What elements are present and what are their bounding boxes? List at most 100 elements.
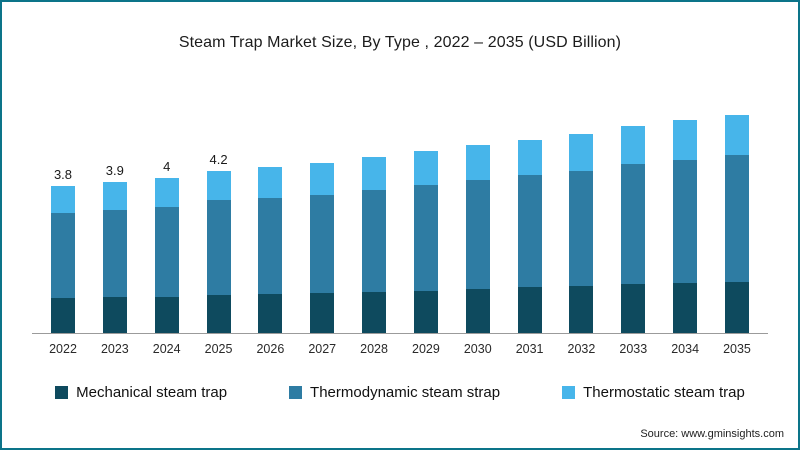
bar-group — [608, 107, 658, 333]
bar-stack — [102, 182, 127, 333]
legend-swatch-icon — [289, 386, 303, 399]
bar-segment-mechanical — [413, 290, 438, 333]
x-axis-tick-label: 2023 — [100, 342, 129, 356]
x-axis-tick-label: 2025 — [204, 342, 233, 356]
bar-segment-thermostatic — [206, 170, 231, 201]
bar-group — [505, 121, 555, 333]
bar-segment-thermostatic — [310, 162, 335, 195]
bar-value-label: 3.8 — [53, 167, 73, 183]
bar-segment-thermodynamic — [310, 194, 335, 293]
bar-segment-thermostatic — [724, 114, 749, 155]
bar-segment-thermostatic — [362, 157, 387, 190]
bar-segment-thermodynamic — [569, 170, 594, 287]
bar-stack — [724, 114, 749, 333]
bar-stack — [206, 170, 231, 333]
bar-segment-mechanical — [102, 297, 127, 333]
bar-segment-thermodynamic — [362, 189, 387, 292]
bar-segment-thermodynamic — [517, 175, 542, 288]
bar-stack — [154, 178, 179, 333]
bar-stack — [51, 186, 75, 333]
chart-title: Steam Trap Market Size, By Type , 2022 –… — [178, 34, 622, 51]
bar-segment-thermodynamic — [51, 213, 75, 299]
bar-group — [349, 138, 399, 333]
plot-area: 3.8 3.9 4 4.2 2022 2023 2024 2025 2026 2027 2028 2… — [32, 102, 768, 356]
bar-segment-thermodynamic — [102, 210, 127, 298]
bar-segment-thermostatic — [154, 178, 179, 208]
bar-group — [245, 148, 295, 333]
x-axis-tick-label: 2031 — [515, 342, 544, 356]
bar-stack — [258, 166, 283, 333]
bar-segment-thermostatic — [517, 139, 542, 176]
bar-segment-thermostatic — [569, 133, 594, 171]
bar-value-label: 4.2 — [209, 151, 228, 167]
legend-item: Mechanical steam trap — [55, 384, 227, 401]
bar-group — [660, 101, 710, 333]
legend-swatch-icon — [562, 386, 576, 399]
bar-group: 4.2 — [194, 152, 244, 333]
x-axis-labels: 2022 2023 2024 2025 2026 2027 2028 2029 2030 2031… — [32, 342, 768, 356]
bar-stack — [621, 126, 646, 333]
bar-segment-mechanical — [569, 286, 594, 333]
bar-segment-thermostatic — [51, 186, 75, 214]
legend-label: Mechanical steam trap — [76, 384, 228, 401]
legend-label: Thermodynamic steam strap — [310, 384, 501, 401]
legend-item: Thermodynamic steam strap — [289, 384, 500, 401]
bar-group — [556, 115, 606, 333]
bar-segment-thermostatic — [465, 145, 490, 181]
bar-segment-thermodynamic — [724, 154, 749, 282]
bar-group: 3.8 — [38, 167, 88, 333]
bar-stack — [465, 145, 490, 333]
x-axis-tick-label: 2034 — [671, 342, 700, 356]
bar-segment-mechanical — [258, 293, 283, 333]
bar-stack — [310, 162, 335, 333]
bar-segment-mechanical — [465, 288, 490, 333]
bar-stack — [362, 157, 387, 333]
bar-stack — [673, 120, 698, 333]
bar-group: 4 — [142, 159, 192, 333]
bar-segment-mechanical — [517, 287, 542, 333]
bar-segment-mechanical — [310, 292, 335, 333]
bar-segment-thermostatic — [102, 182, 127, 211]
bar-segment-mechanical — [206, 294, 231, 333]
bar-segment-thermostatic — [413, 151, 438, 185]
x-axis-tick-label: 2027 — [308, 342, 337, 356]
bar-segment-mechanical — [724, 281, 749, 333]
bar-group — [712, 96, 762, 333]
bar-stack — [413, 151, 438, 333]
bar-segment-thermodynamic — [206, 200, 231, 295]
x-axis-tick-label: 2022 — [49, 342, 77, 356]
bar-segment-mechanical — [51, 298, 75, 333]
bar-segment-thermostatic — [673, 120, 698, 160]
source-attribution: Source: www.gminsights.com — [640, 428, 784, 440]
bar-segment-thermodynamic — [154, 207, 179, 297]
legend-swatch-icon — [55, 386, 69, 399]
bar-segment-mechanical — [362, 291, 387, 333]
x-axis-tick-label: 2024 — [152, 342, 181, 356]
bar-value-label: 4 — [163, 159, 171, 175]
bar-group — [401, 132, 451, 333]
x-axis-tick-label: 2029 — [412, 342, 440, 356]
bar-segment-thermostatic — [258, 166, 283, 198]
legend-item: Thermostatic steam trap — [562, 384, 745, 401]
bar-segment-mechanical — [673, 283, 698, 333]
bar-segment-thermodynamic — [621, 164, 646, 285]
bar-segment-thermodynamic — [413, 184, 438, 291]
x-axis-tick-label: 2033 — [619, 342, 648, 356]
bar-segment-mechanical — [154, 296, 179, 333]
bar-stack — [517, 139, 542, 333]
legend: Mechanical steam trap Thermodynamic steam… — [2, 384, 798, 401]
x-axis-tick-label: 2035 — [723, 342, 751, 356]
bar-chart: 3.8 3.9 4 4.2 — [32, 102, 768, 334]
bar-segment-thermostatic — [621, 126, 646, 165]
bar-group: 3.9 — [90, 163, 140, 333]
bar-stack — [569, 133, 594, 333]
bar-value-label: 3.9 — [105, 163, 124, 179]
bar-segment-thermodynamic — [258, 197, 283, 294]
bar-group — [297, 144, 347, 333]
bar-segment-thermodynamic — [673, 159, 698, 284]
bar-group — [453, 126, 503, 333]
x-axis-tick-label: 2028 — [360, 342, 388, 356]
legend-label: Thermostatic steam trap — [583, 384, 745, 401]
x-axis-tick-label: 2026 — [256, 342, 285, 356]
